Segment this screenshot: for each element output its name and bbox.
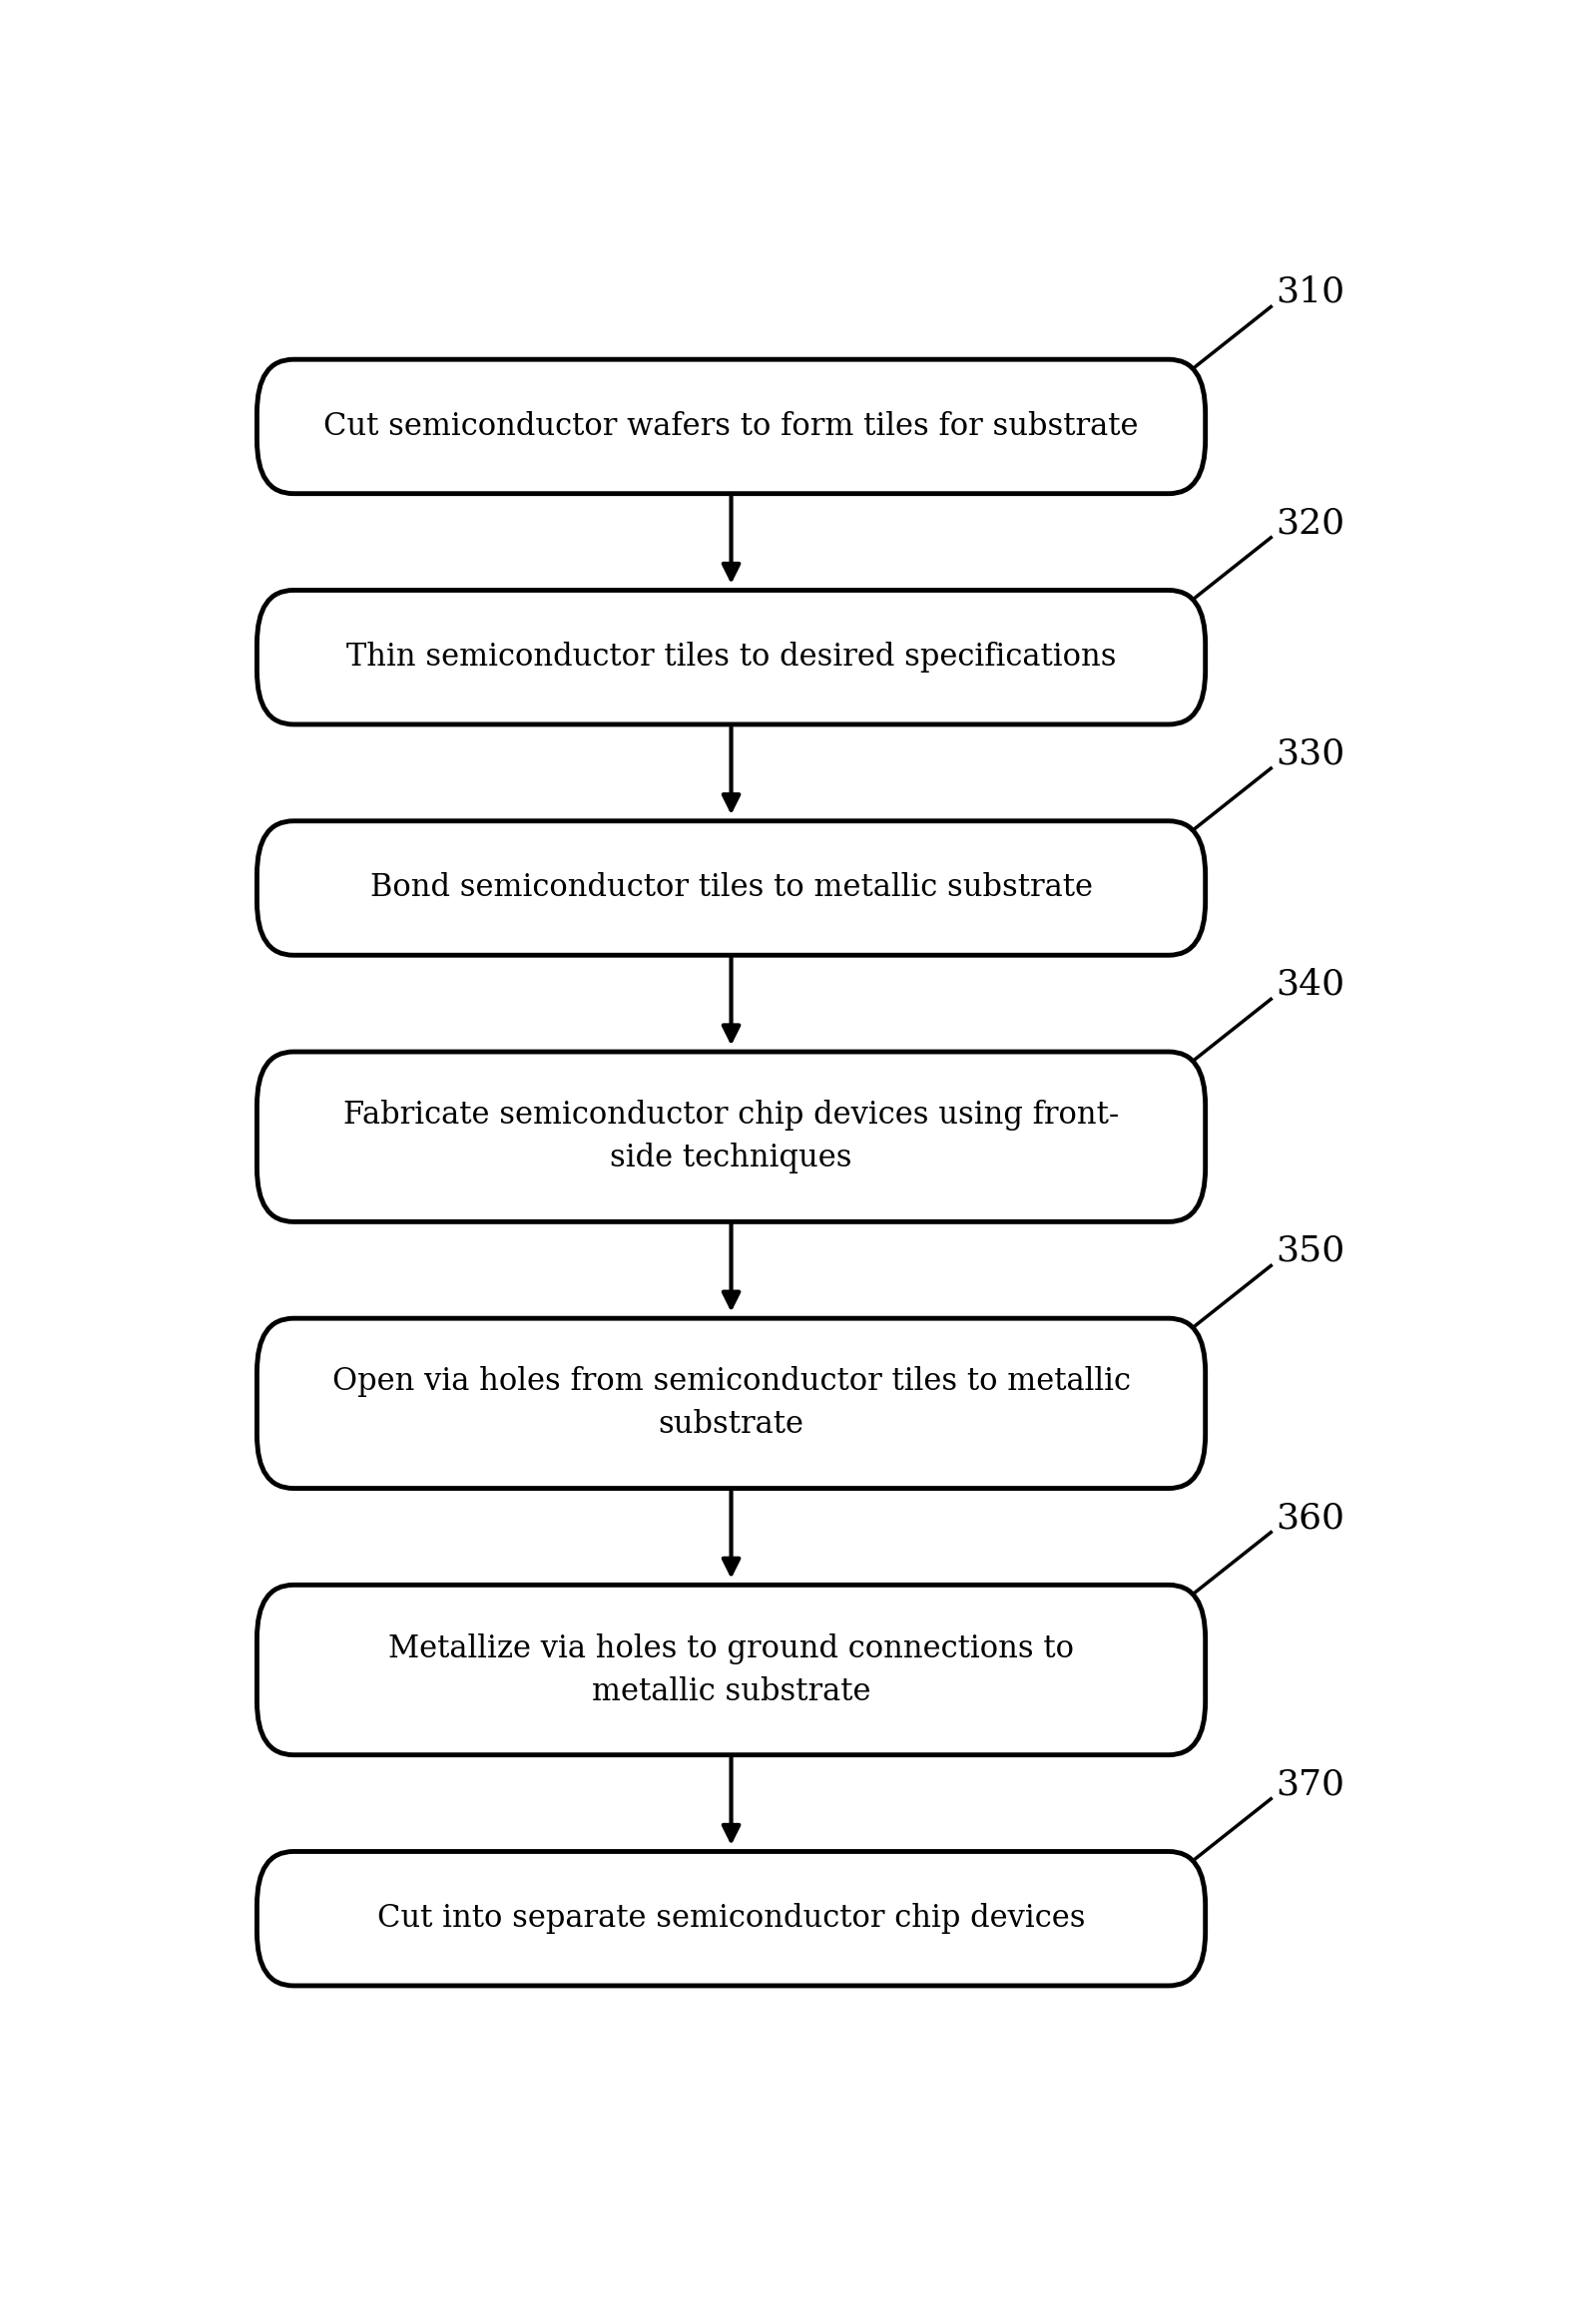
Text: 340: 340 bbox=[1276, 967, 1345, 1002]
Text: Fabricate semiconductor chip devices using front-
side techniques: Fabricate semiconductor chip devices usi… bbox=[344, 1099, 1119, 1174]
Text: Open via holes from semiconductor tiles to metallic
substrate: Open via holes from semiconductor tiles … bbox=[333, 1367, 1130, 1441]
FancyBboxPatch shape bbox=[257, 360, 1205, 493]
Text: Thin semiconductor tiles to desired specifications: Thin semiconductor tiles to desired spec… bbox=[347, 641, 1116, 672]
FancyBboxPatch shape bbox=[257, 1053, 1205, 1222]
FancyBboxPatch shape bbox=[257, 820, 1205, 955]
Text: Cut into separate semiconductor chip devices: Cut into separate semiconductor chip dev… bbox=[377, 1903, 1086, 1934]
FancyBboxPatch shape bbox=[257, 1852, 1205, 1985]
FancyBboxPatch shape bbox=[257, 590, 1205, 725]
Text: 330: 330 bbox=[1276, 737, 1345, 772]
FancyBboxPatch shape bbox=[257, 1585, 1205, 1755]
Text: Metallize via holes to ground connections to
metallic substrate: Metallize via holes to ground connection… bbox=[388, 1634, 1075, 1706]
Text: 310: 310 bbox=[1276, 274, 1345, 309]
Text: Bond semiconductor tiles to metallic substrate: Bond semiconductor tiles to metallic sub… bbox=[370, 872, 1092, 904]
Text: 320: 320 bbox=[1276, 507, 1345, 539]
FancyBboxPatch shape bbox=[257, 1318, 1205, 1487]
Text: 370: 370 bbox=[1276, 1769, 1345, 1801]
Text: 360: 360 bbox=[1276, 1501, 1345, 1534]
Text: 350: 350 bbox=[1276, 1234, 1345, 1269]
Text: Cut semiconductor wafers to form tiles for substrate: Cut semiconductor wafers to form tiles f… bbox=[323, 411, 1139, 442]
